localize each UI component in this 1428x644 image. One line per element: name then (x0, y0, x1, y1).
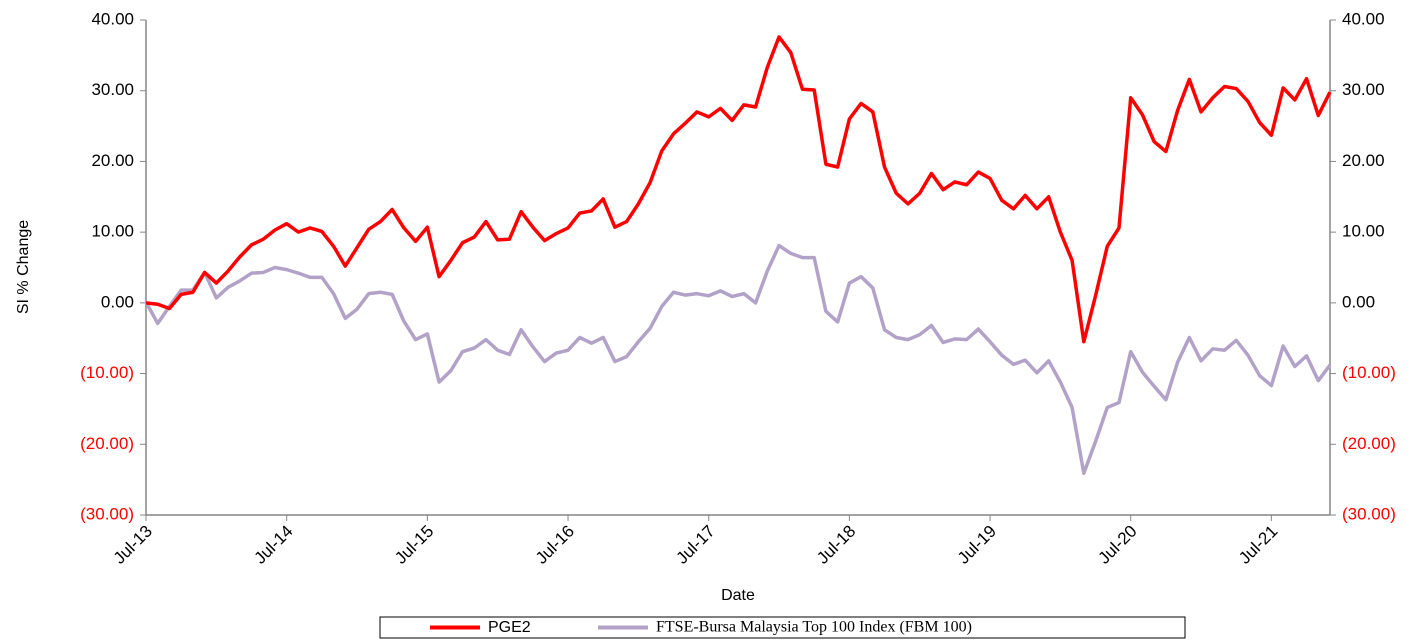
y-tick-label: (10.00) (80, 363, 134, 382)
series-line (144, 243, 1332, 476)
x-tick-label: Jul-15 (391, 522, 437, 568)
y-tick-label: 0.00 (101, 292, 134, 311)
legend-box (379, 616, 1186, 639)
legend-label: PGE2 (488, 619, 531, 636)
x-tick-label: Jul-14 (250, 522, 296, 568)
y2-tick-label: 30.00 (1342, 80, 1385, 99)
y2-tick-label: 20.00 (1342, 151, 1385, 170)
y2-tick-label: 10.00 (1342, 222, 1385, 241)
y-tick-label: 10.00 (91, 222, 134, 241)
y2-tick-label: (20.00) (1342, 434, 1396, 453)
x-tick-label: Jul-20 (1095, 522, 1141, 568)
legend-label: FTSE-Bursa Malaysia Top 100 Index (FBM 1… (656, 619, 972, 636)
y-tick-label: (30.00) (80, 504, 134, 523)
y-tick-label: 20.00 (91, 151, 134, 170)
y2-tick-label: 0.00 (1342, 292, 1375, 311)
x-tick-label: Jul-21 (1235, 522, 1281, 568)
x-tick-label: Jul-16 (532, 522, 578, 568)
x-tick-label: Jul-18 (813, 522, 859, 568)
x-tick-label: Jul-19 (954, 522, 1000, 568)
series-line (145, 35, 1332, 344)
x-tick-label: Jul-13 (110, 522, 156, 568)
y-tick-label: (20.00) (80, 434, 134, 453)
x-tick-label: Jul-17 (673, 522, 719, 568)
x-axis-label: Date (721, 587, 755, 604)
y2-tick-label: (10.00) (1342, 363, 1396, 382)
y-axis-label: SI % Change (15, 220, 32, 314)
y-tick-label: 40.00 (91, 9, 134, 28)
y2-tick-label: (30.00) (1342, 504, 1396, 523)
y2-tick-label: 40.00 (1342, 9, 1385, 28)
y-tick-label: 30.00 (91, 80, 134, 99)
